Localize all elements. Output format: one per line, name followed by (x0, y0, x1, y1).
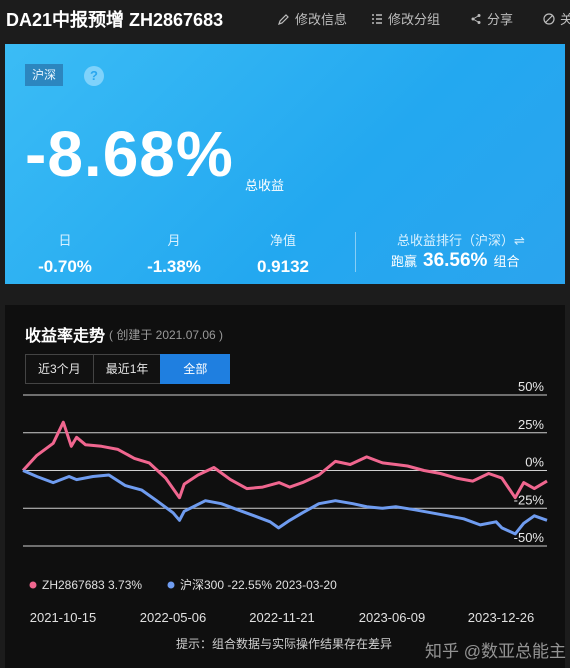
stat-month-value: -1.38% (147, 257, 201, 276)
index-legend-dot (167, 581, 175, 589)
x-tick-label: 2023-06-09 (359, 610, 426, 625)
y-tick-label: 0% (525, 455, 544, 470)
edit-group-button[interactable]: 修改分组 (371, 9, 440, 28)
portfolio-line (21, 420, 548, 500)
disclaimer-note: 提示：组合数据与实际操作结果存在差异 (176, 637, 393, 651)
range-tabs: 近3个月 最近1年 全部 (25, 354, 231, 384)
portfolio-title: DA21中报预增 ZH2867683 (6, 10, 224, 30)
summary-card: 沪深 ? -8.68% 总收益 日 -0.70% 月 -1.38% 净值 0.9… (5, 44, 565, 284)
stat-month: 月 -1.38% (143, 230, 205, 277)
tab-all[interactable]: 全部 (160, 354, 231, 384)
edit-group-label: 修改分组 (388, 12, 441, 27)
x-tick-label: 2023-12-26 (468, 610, 535, 625)
y-tick-label: 50% (518, 379, 544, 394)
total-return-label: 总收益 (245, 178, 285, 193)
x-tick-label: 2022-05-06 (140, 610, 207, 625)
list-icon (372, 13, 382, 24)
panel-title: 收益率走势 (25, 328, 106, 345)
index-legend-label: 沪深300 -22.55% 2023-03-20 (180, 578, 337, 592)
edit-icon (278, 13, 289, 25)
return-chart: 50% 25% 0% -25% -50% ZH2867683 3.73% 沪深300 -22… (21, 379, 548, 625)
rank-toggle[interactable]: 总收益排行（沪深）⇌ (397, 233, 525, 248)
index-line (22, 469, 548, 536)
close-label: 关 (560, 12, 570, 27)
rank-suffix: 组合 (493, 254, 520, 269)
edit-info-button[interactable]: 修改信息 (278, 9, 347, 28)
x-tick-label: 2021-10-15 (30, 610, 97, 625)
stat-nav-value: 0.9132 (257, 257, 309, 276)
stats-divider (355, 232, 356, 272)
block-icon (543, 12, 555, 25)
stat-nav: 净值 0.9132 (251, 230, 315, 277)
help-icon[interactable]: ? (84, 66, 104, 86)
market-tag: 沪深 (25, 64, 64, 86)
rank-prefix: 跑赢 (391, 254, 418, 269)
portfolio-legend-label: ZH2867683 3.73% (42, 578, 142, 592)
stat-month-label: 月 (167, 233, 181, 248)
y-tick-label: -50% (514, 530, 545, 545)
x-tick-label: 2022-11-21 (249, 610, 315, 625)
edit-info-label: 修改信息 (295, 12, 348, 27)
share-button[interactable]: 分享 (470, 9, 513, 28)
close-button[interactable]: 关 (543, 9, 570, 28)
portfolio-legend-dot (29, 581, 37, 589)
y-tick-label: 25% (518, 417, 544, 432)
total-return-value: -8.68% (25, 118, 234, 190)
tab-3-months[interactable]: 近3个月 (25, 354, 94, 384)
stat-day-label: 日 (58, 233, 72, 248)
stat-day: 日 -0.70% (35, 230, 95, 277)
share-label: 分享 (487, 12, 514, 27)
top-bar: DA21中报预增 ZH2867683 修改信息 修改分组 分享 关 (0, 0, 570, 34)
stat-day-value: -0.70% (38, 257, 92, 276)
stat-nav-label: 净值 (269, 233, 296, 248)
y-tick-label: -25% (514, 492, 545, 507)
return-trend-panel: 收益率走势 ( 创建于 2021.07.06 ) 近3个月 最近1年 全部 50… (5, 305, 566, 668)
tab-1-year[interactable]: 最近1年 (92, 354, 162, 384)
rank-row: 跑赢 36.56% 组合 (391, 250, 519, 272)
share-icon (471, 13, 481, 24)
created-date: ( 创建于 2021.07.06 ) (109, 328, 224, 342)
rank-value: 36.56% (423, 250, 488, 271)
watermark: 知乎 @数亚总能主 (425, 642, 566, 661)
